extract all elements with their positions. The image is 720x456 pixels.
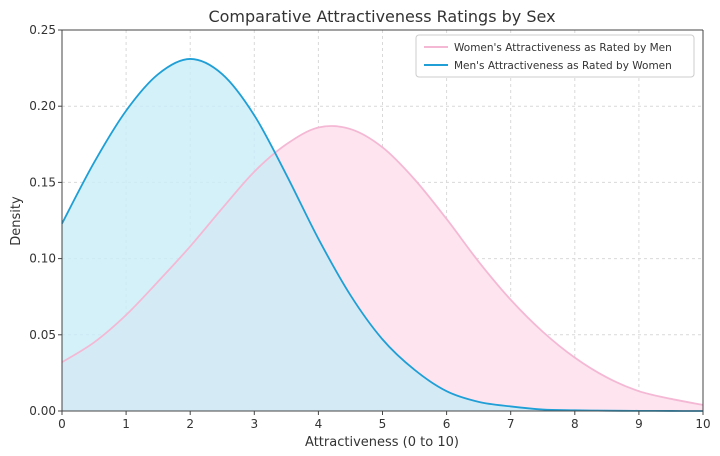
series-women-line: [61, 125, 704, 406]
y-tick-label: 0.00: [29, 404, 56, 418]
y-tick-label: 0.05: [29, 328, 56, 342]
legend-label-men: Men's Attractiveness as Rated by Women: [454, 60, 672, 72]
y-tick-label: 0.10: [29, 252, 56, 266]
y-tick-label: 0.20: [29, 99, 56, 113]
x-tick-label: 8: [571, 417, 579, 431]
legend-label-women: Women's Attractiveness as Rated by Men: [454, 42, 672, 54]
x-tick-label: 2: [186, 417, 194, 431]
x-ticks: 0 1 2 3 4 5 6 7 8 9 10: [58, 411, 711, 431]
legend-box: [415, 34, 695, 78]
x-tick-label: 1: [122, 417, 130, 431]
x-tick-label: 7: [507, 417, 515, 431]
y-tick-label: 0.25: [29, 23, 56, 37]
series-areas: [62, 58, 703, 412]
y-tick-label: 0.15: [29, 175, 56, 189]
x-axis-label: Attractiveness (0 to 10): [305, 435, 459, 450]
x-tick-label: 10: [695, 417, 710, 431]
x-tick-label: 3: [250, 417, 258, 431]
y-ticks: 0.00 0.05 0.10 0.15 0.20 0.25: [29, 23, 62, 418]
x-tick-label: 9: [635, 417, 643, 431]
legend: Women's Attractiveness as Rated by Men M…: [415, 34, 695, 78]
x-tick-label: 4: [315, 417, 323, 431]
series-men-area: [62, 58, 703, 412]
axes: [61, 29, 704, 412]
x-tick-label: 5: [379, 417, 387, 431]
chart-title: Comparative Attractiveness Ratings by Se…: [208, 7, 555, 26]
x-tick-label: 0: [58, 417, 66, 431]
x-tick-label: 6: [443, 417, 451, 431]
y-axis-label: Density: [9, 196, 24, 246]
